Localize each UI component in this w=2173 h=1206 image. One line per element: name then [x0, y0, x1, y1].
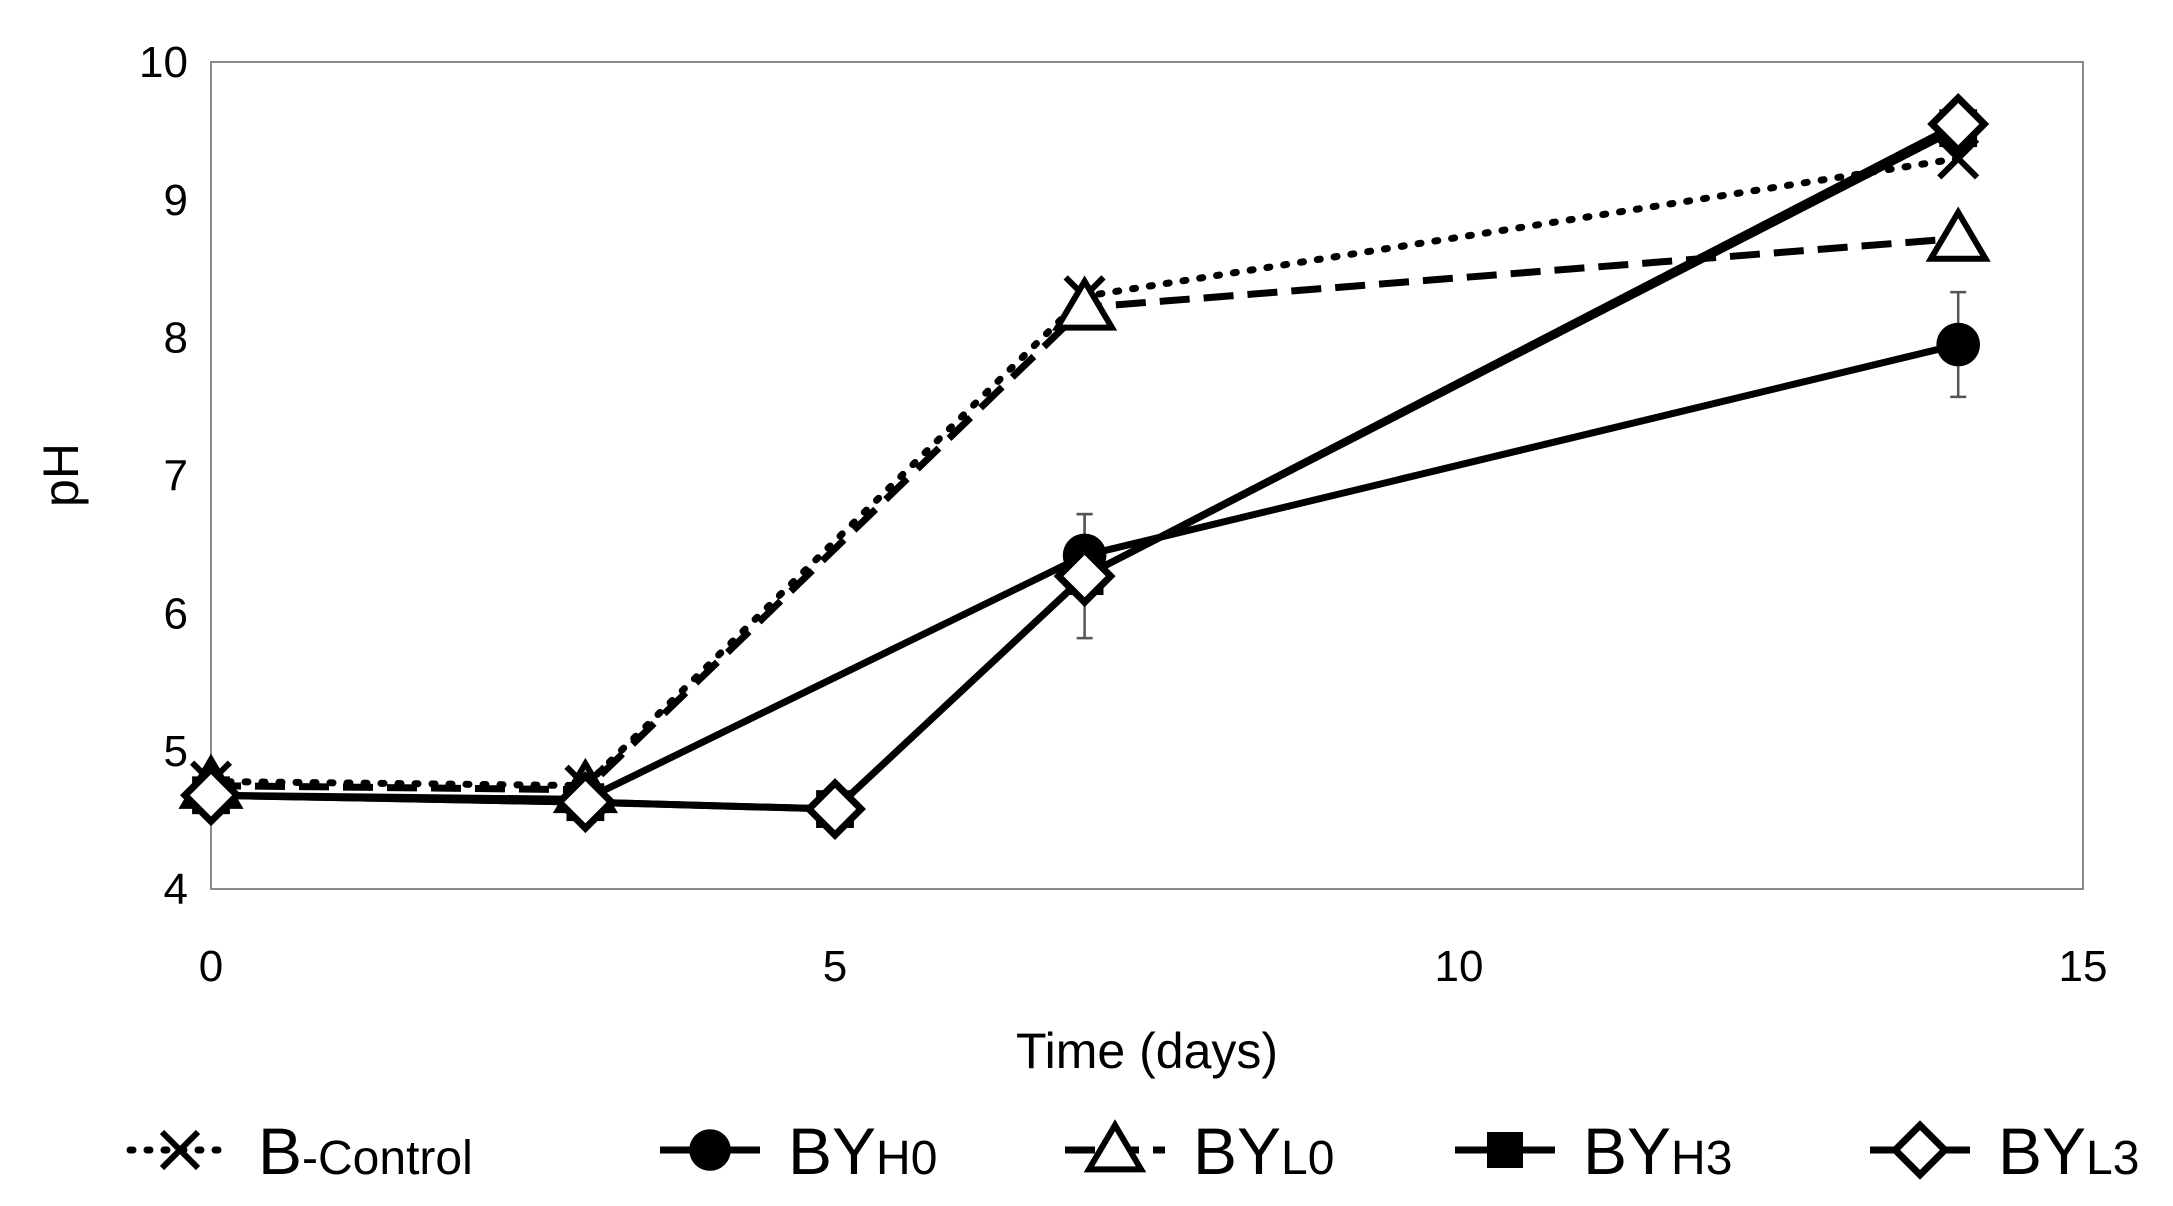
legend-item-b-control: B-Control: [126, 1114, 473, 1188]
legend-label-main: BY: [1583, 1114, 1671, 1188]
legend-label-main: BY: [1998, 1114, 2086, 1188]
legend-marker-byl0: [1083, 1119, 1147, 1173]
legend-marker-byh3: [1487, 1132, 1523, 1168]
x-tick-labels: 0 5 10 15: [199, 942, 2108, 991]
legend-label-sub: L3: [2086, 1132, 2139, 1185]
legend-label-main: BY: [788, 1114, 876, 1188]
marker-byh0: [1936, 322, 1981, 367]
legend: B-Control BYH0 BYL0 BYH3 BYL3: [126, 1114, 2139, 1188]
y-tick-label: 6: [164, 589, 188, 638]
y-tick-label: 7: [164, 452, 188, 501]
legend-marker-byh0: [689, 1129, 731, 1171]
marker-byl0: [1925, 206, 1991, 262]
legend-label-main: B: [258, 1114, 302, 1188]
y-axis-title: pH: [33, 443, 89, 507]
legend-label-sub: H0: [876, 1132, 937, 1185]
legend-marker-byl3: [1890, 1120, 1950, 1180]
y-tick-label: 8: [164, 314, 188, 363]
legend-item-byh3: BYH3: [1455, 1114, 1732, 1188]
marker-byl3: [180, 764, 242, 827]
x-tick-label: 0: [199, 942, 223, 991]
y-tick-label: 5: [164, 727, 188, 776]
x-tick-label: 5: [823, 942, 847, 991]
series-markers: [178, 93, 1991, 841]
line-byl0: [210, 234, 1959, 794]
legend-label-byh3: BYH3: [1583, 1114, 1732, 1188]
x-axis-title: Time (days): [1016, 1023, 1278, 1079]
x-tick-label: 15: [2059, 942, 2108, 991]
legend-label-byl3: BYL3: [1998, 1114, 2139, 1188]
marker-byl3: [554, 771, 617, 834]
y-tick-label: 9: [164, 176, 188, 225]
y-tick-label: 10: [139, 38, 188, 87]
legend-label-sub: L0: [1281, 1132, 1334, 1185]
y-tick-label: 4: [164, 865, 188, 914]
legend-label-byh0: BYH0: [788, 1114, 937, 1188]
marker-byl3: [804, 778, 866, 841]
plot-area-frame: [210, 61, 2084, 890]
legend-item-byl3: BYL3: [1870, 1114, 2139, 1188]
line-b-control: [207, 154, 1962, 790]
y-tick-labels: 4 5 6 7 8 9 10: [139, 38, 188, 914]
legend-label-sub: H3: [1671, 1132, 1732, 1185]
marker-byl0: [1052, 275, 1118, 331]
x-tick-label: 10: [1435, 942, 1484, 991]
legend-item-byl0: BYL0: [1065, 1114, 1334, 1188]
legend-label-b-control: B-Control: [258, 1114, 473, 1188]
legend-item-byh0: BYH0: [660, 1114, 937, 1188]
legend-label-sub: -Control: [302, 1132, 473, 1185]
legend-label-main: BY: [1193, 1114, 1281, 1188]
legend-label-byl0: BYL0: [1193, 1114, 1334, 1188]
marker-byl3: [1053, 545, 1116, 608]
legend-marker-b-control: [159, 1129, 201, 1171]
marker-byl3: [1927, 93, 1990, 156]
